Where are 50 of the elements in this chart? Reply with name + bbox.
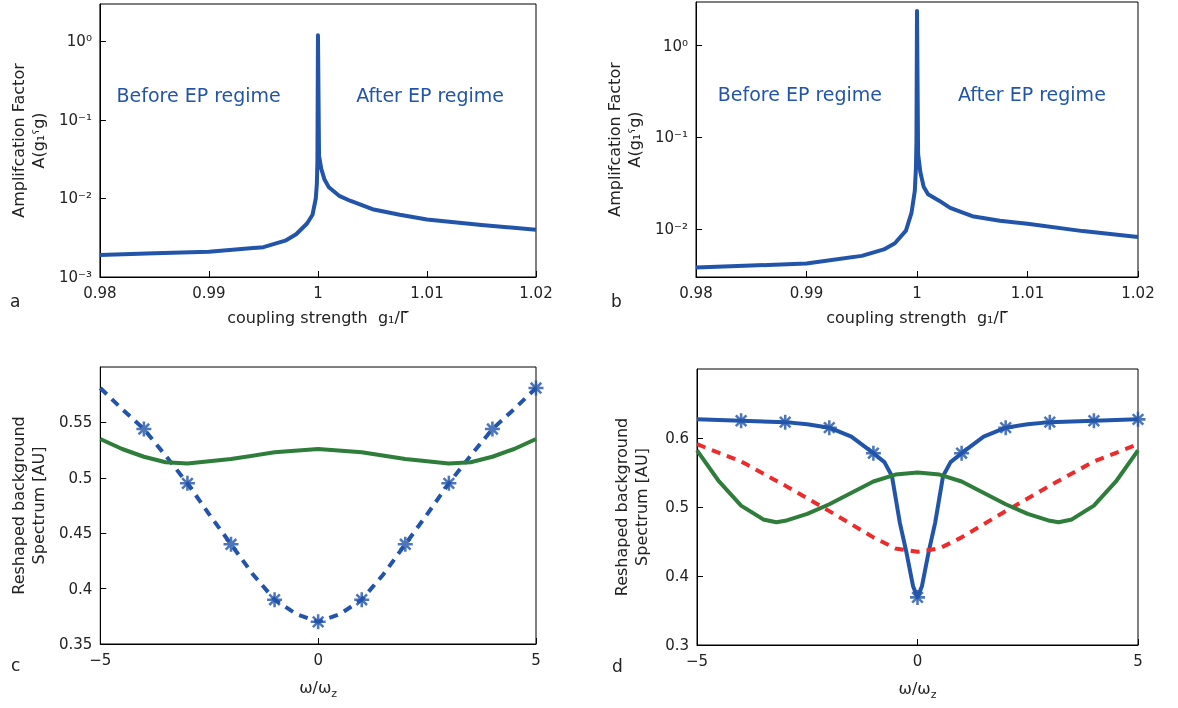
x-tick-label: 0.99 — [789, 283, 824, 302]
line-series — [98, 437, 538, 466]
text: d — [612, 655, 623, 676]
annotation: Before EP regime — [116, 84, 281, 107]
y-tick-label: 0.4 — [68, 579, 93, 598]
y-axis-title: Reshaped background Spectrum [AU] — [8, 416, 48, 595]
y-tick-label: 10⁰ — [662, 36, 688, 55]
x-axis-title: coupling strength g₁/Γ̃ — [826, 307, 1008, 327]
annotation: After EP regime — [958, 82, 1106, 105]
annotation: After EP regime — [356, 84, 505, 107]
x-axis-title: coupling strength g₁/Γ̃ — [227, 307, 409, 327]
text: c — [11, 654, 21, 675]
x-tick-label: 1.02 — [1121, 283, 1155, 302]
y-axis-title: Amplifcation Factor A(g₁ˁg) — [604, 61, 644, 217]
x-tick-label: 1.02 — [519, 283, 553, 302]
x-tick-label: 5 — [1133, 651, 1143, 670]
x-tick-label: 0.98 — [679, 283, 713, 302]
y-tick-label: 0.3 — [665, 636, 689, 654]
x-tick-label: 1 — [313, 283, 323, 302]
x-tick-label: −5 — [89, 650, 112, 669]
x-tick-label: 1 — [912, 283, 922, 302]
x-tick-label: 0.99 — [192, 283, 226, 302]
y-tick-label: 0.5 — [665, 498, 689, 516]
text: a — [10, 290, 21, 311]
y-tick-label: 10⁰ — [66, 32, 92, 51]
y-tick-label: 10⁻² — [58, 189, 92, 208]
y-tick-label: 0.35 — [58, 635, 93, 653]
y-tick-label: 0.6 — [665, 429, 689, 447]
text: b — [611, 290, 622, 311]
line-series — [695, 448, 1140, 525]
x-tick-label: 1.01 — [1010, 283, 1045, 302]
annotation: Before EP regime — [717, 82, 883, 105]
x-tick-label: 0 — [912, 651, 923, 670]
x-tick-label: −5 — [685, 651, 709, 670]
y-axis-title: Amplifcation Factor A(g₁ˁg) — [8, 62, 48, 218]
y-tick-label: 10⁻³ — [58, 268, 92, 286]
x-tick-label: 5 — [531, 650, 541, 669]
y-tick-label: 0.55 — [58, 413, 93, 432]
y-axis-title: Reshaped background Spectrum [AU] — [611, 417, 651, 597]
y-tick-label: 10⁻¹ — [654, 128, 688, 147]
x-tick-label: 0 — [313, 650, 323, 669]
line-series — [694, 8, 1140, 270]
y-tick-label: 0.5 — [68, 468, 93, 487]
y-tick-label: 10⁻¹ — [58, 110, 92, 129]
y-tick-label: 0.4 — [665, 567, 689, 585]
line-series — [97, 33, 538, 258]
x-tick-label: 1.01 — [410, 283, 444, 302]
y-tick-label: 10⁻² — [654, 220, 688, 239]
x-tick-label: 0.98 — [83, 283, 117, 302]
y-tick-label: 0.45 — [58, 524, 93, 543]
